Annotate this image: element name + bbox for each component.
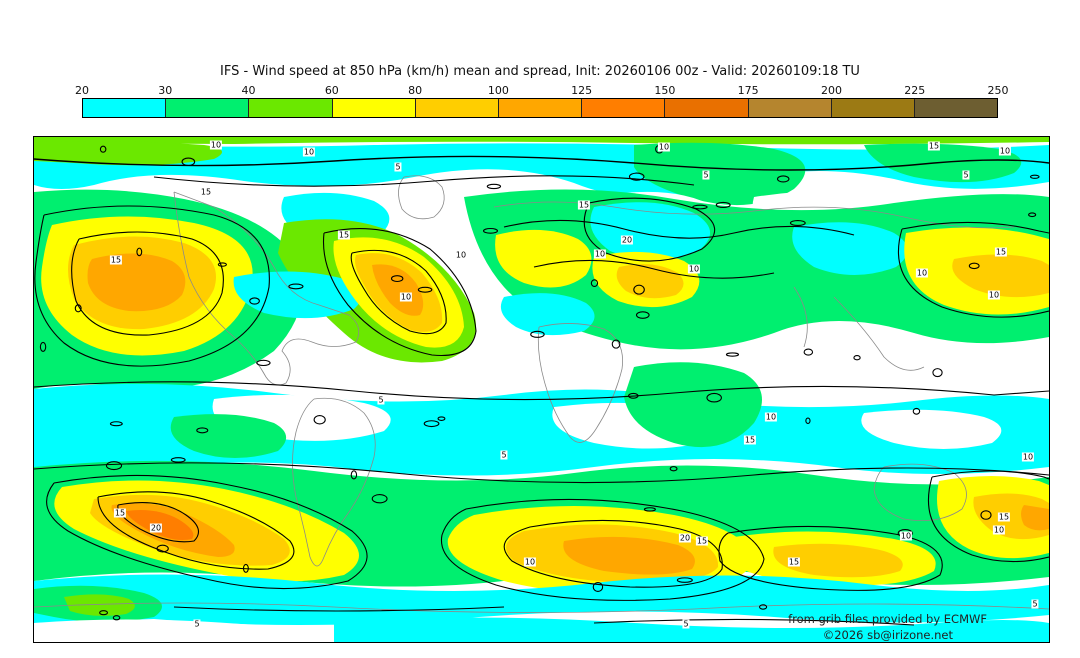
colorbar-tick: 100 (487, 84, 509, 97)
colorbar-tick: 30 (158, 84, 173, 97)
colorbar-tick: 150 (654, 84, 676, 97)
world-wind-map: 10 10 10 15 10 5 5 5 15 15 15 10 10 15 20 10 10 10 15 10 5 5 5… (33, 136, 1050, 643)
coastlines (34, 175, 1049, 613)
colorbar (82, 98, 998, 118)
colorbar-cell (166, 99, 250, 117)
colorbar-cell (249, 99, 333, 117)
attribution-source: from grib files provided by ECMWF (788, 612, 987, 626)
colorbar-tick: 80 (408, 84, 423, 97)
colorbar-tick: 225 (904, 84, 926, 97)
colorbar-cell (665, 99, 749, 117)
colorbar-tick: 60 (324, 84, 339, 97)
colorbar-cell (914, 99, 998, 117)
colorbar-cell (831, 99, 915, 117)
colorbar-tick: 175 (737, 84, 759, 97)
colorbar-cell (582, 99, 666, 117)
colorbar-tick: 40 (241, 84, 256, 97)
attribution-copyright: ©2026 sb@irizone.net (822, 628, 953, 642)
colorbar-tick: 250 (987, 84, 1009, 97)
colorbar-tick: 125 (571, 84, 593, 97)
chart-title: IFS - Wind speed at 850 hPa (km/h) mean … (220, 64, 860, 79)
colorbar-tick: 20 (75, 84, 89, 97)
colorbar-ticks: 20 30 40 60 80 100 125 150 175 200 225 250 (75, 84, 1009, 98)
colorbar-wrap: 20 30 40 60 80 100 125 150 175 200 225 250 (75, 84, 1009, 118)
map-canvas (34, 137, 1049, 642)
colorbar-cell (83, 99, 167, 117)
colorbar-cell (332, 99, 416, 117)
colorbar-cell (415, 99, 499, 117)
colorbar-cell (748, 99, 832, 117)
spread-contours (34, 144, 1049, 626)
colorbar-cell (498, 99, 583, 117)
colorbar-tick: 200 (820, 84, 842, 97)
